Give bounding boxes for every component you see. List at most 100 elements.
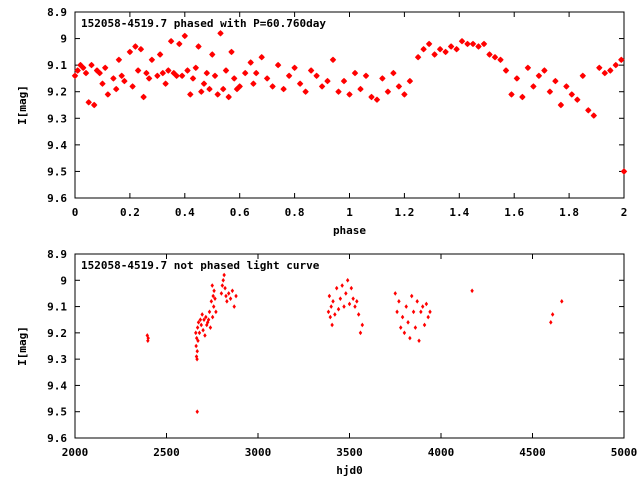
data-point — [550, 312, 555, 317]
data-point — [199, 322, 203, 328]
data-point — [224, 293, 228, 299]
data-point — [601, 69, 608, 77]
y-tick-label: 9.6 — [47, 192, 67, 205]
data-point — [140, 93, 147, 101]
data-point — [340, 283, 344, 288]
data-point — [612, 61, 619, 69]
data-point — [209, 299, 214, 304]
data-point — [349, 285, 354, 291]
data-point — [250, 80, 257, 87]
data-point — [508, 91, 515, 98]
data-point — [129, 83, 136, 90]
data-point — [80, 64, 87, 71]
data-point — [620, 168, 628, 175]
phased-light-curve-panel: 152058-4519.7 phased with P=60.760day ph… — [16, 6, 627, 237]
data-point — [409, 293, 414, 299]
data-point — [579, 72, 586, 79]
data-point — [486, 51, 493, 58]
data-point — [219, 291, 224, 296]
data-point — [335, 88, 342, 95]
data-point — [159, 69, 166, 77]
data-point — [356, 312, 361, 317]
data-point — [242, 69, 249, 77]
y-tick-label: 9.3 — [47, 353, 67, 366]
x-tick-label: 3000 — [245, 446, 272, 459]
data-point — [395, 83, 403, 90]
data-point — [200, 80, 208, 87]
y-tick-label: 9.2 — [47, 86, 67, 99]
data-point — [221, 277, 225, 283]
data-point — [480, 40, 488, 48]
data-point — [420, 304, 425, 309]
data-point — [154, 72, 161, 79]
data-point — [414, 54, 422, 61]
data-point — [211, 72, 219, 79]
data-point — [568, 91, 575, 98]
data-point — [231, 75, 238, 82]
data-point — [411, 309, 416, 315]
data-point — [280, 85, 287, 93]
data-point — [357, 85, 364, 93]
data-point — [181, 32, 188, 40]
data-point — [413, 325, 418, 330]
x-axis-label: hjd0 — [336, 464, 363, 477]
data-point — [458, 38, 466, 45]
data-point — [201, 327, 205, 333]
data-point — [426, 314, 430, 320]
data-point — [253, 69, 260, 77]
data-point — [313, 72, 320, 79]
data-point — [406, 77, 414, 85]
y-tick-label: 9.3 — [47, 112, 67, 125]
data-point — [563, 83, 570, 90]
y-tick-label: 9.5 — [47, 406, 67, 419]
data-point — [195, 348, 199, 354]
data-point — [228, 296, 233, 301]
y-tick-label: 9.4 — [47, 379, 67, 392]
data-point — [329, 304, 333, 309]
data-point — [333, 312, 337, 317]
data-point — [574, 96, 581, 103]
data-point — [217, 30, 224, 37]
data-point — [447, 43, 455, 50]
data-point — [178, 72, 186, 79]
x-tick-label: 0.8 — [285, 206, 305, 219]
data-point — [395, 309, 399, 315]
data-point — [96, 69, 103, 77]
data-point — [145, 75, 153, 82]
y-axis-label: I[mag] — [16, 85, 29, 125]
data-point — [194, 330, 198, 336]
data-point — [222, 272, 226, 278]
data-point — [85, 99, 92, 106]
data-point — [373, 96, 381, 103]
data-point — [360, 322, 365, 328]
data-point — [552, 77, 559, 85]
data-point — [196, 320, 201, 325]
data-point — [424, 301, 429, 307]
data-point — [442, 48, 449, 56]
y-tick-label: 9.6 — [47, 432, 67, 445]
data-point — [200, 312, 204, 317]
x-tick-label: 3500 — [336, 446, 363, 459]
data-point — [324, 77, 331, 85]
data-point — [351, 69, 359, 77]
y-tick-label: 9.1 — [47, 59, 67, 72]
data-point — [397, 299, 401, 304]
data-point — [340, 77, 348, 85]
chart-title: 152058-4519.7 phased with P=60.760day — [81, 17, 326, 30]
data-point — [425, 40, 433, 48]
data-points — [145, 272, 564, 415]
data-point — [263, 75, 271, 82]
data-point — [118, 72, 125, 79]
x-tick-label: 2500 — [153, 446, 180, 459]
data-point — [285, 72, 293, 79]
data-point — [165, 67, 172, 74]
data-point — [502, 67, 510, 74]
data-point — [401, 91, 408, 98]
data-point — [302, 88, 309, 95]
data-point — [402, 330, 407, 336]
x-tick-label: 1.6 — [504, 206, 524, 219]
data-point — [362, 72, 370, 79]
data-point — [195, 325, 200, 330]
data-point — [328, 314, 333, 320]
data-point — [187, 91, 194, 98]
